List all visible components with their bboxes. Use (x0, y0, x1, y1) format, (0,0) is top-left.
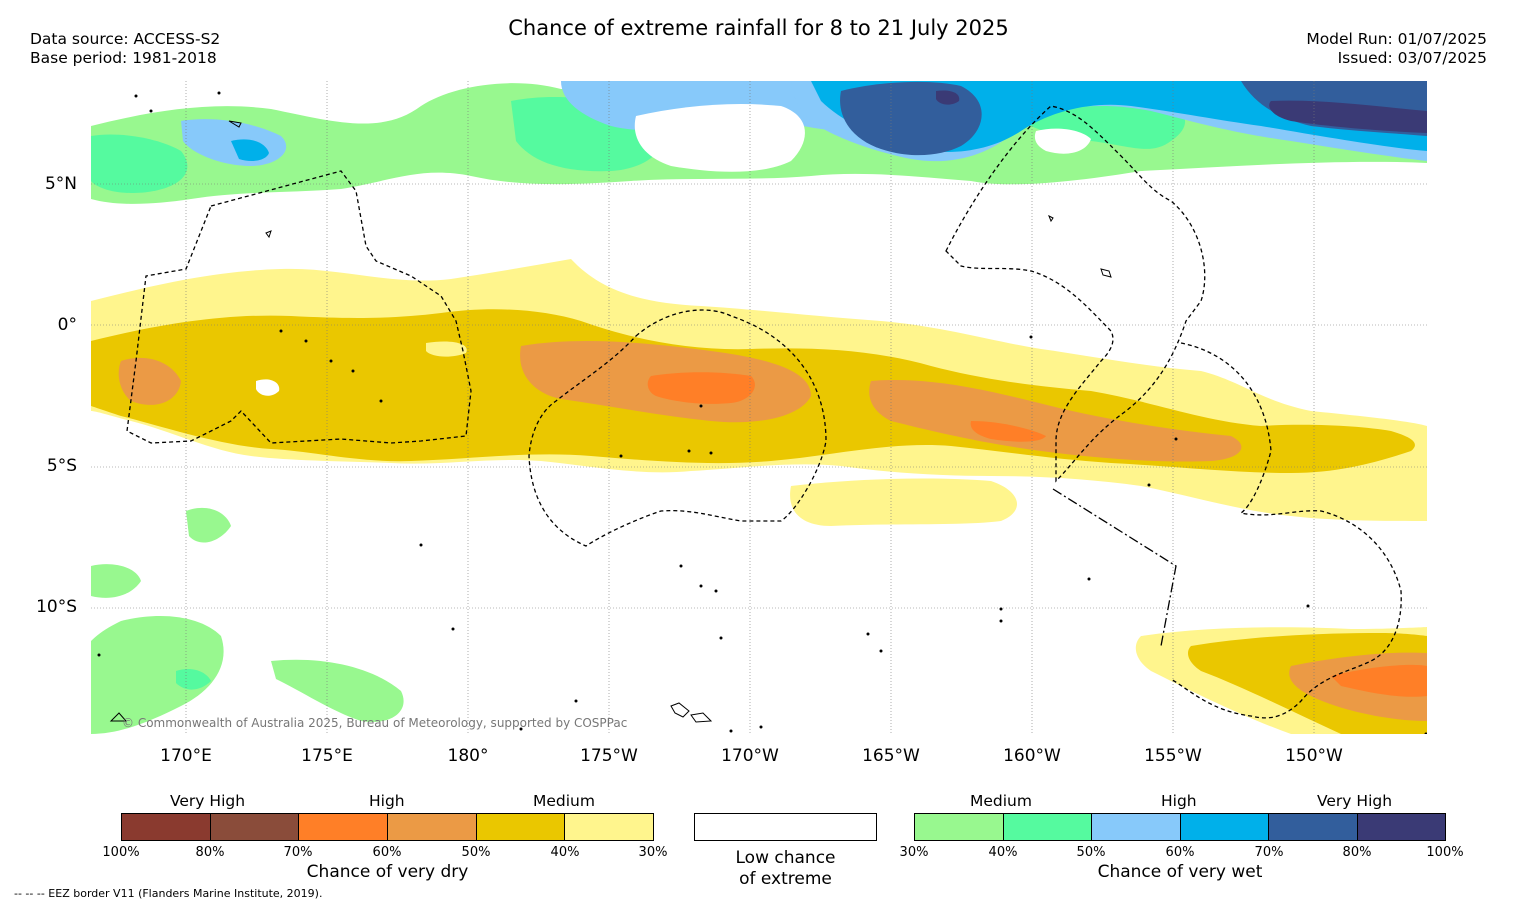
dry-legend-title: Chance of very dry (306, 862, 469, 882)
wet-tick: 60% (1165, 845, 1195, 860)
lon-label-180: 180° (447, 746, 489, 766)
lon-label-165w: 165°W (862, 746, 920, 766)
lon-label-175w: 175°W (580, 746, 638, 766)
dry-category-very-high: Very High (170, 792, 246, 810)
wet-tick: 70% (1254, 845, 1284, 860)
dry-tick: 70% (283, 845, 313, 860)
small-islands (97, 91, 1427, 734)
gridlines (91, 81, 1427, 734)
wet-tick: 40% (988, 845, 1018, 860)
dry-tick: 60% (372, 845, 402, 860)
lat-label-5s: 5°S (46, 456, 77, 476)
dry-tick: 80% (195, 845, 225, 860)
dry-swatch (299, 814, 389, 840)
wet-tick: 100% (1426, 845, 1464, 860)
wet-regions-south (91, 507, 404, 734)
wet-swatch (915, 814, 1004, 840)
dry-regions-equatorial (91, 259, 1427, 734)
base-period-text: Base period: 1981-2018 (30, 49, 217, 67)
dry-swatch (565, 814, 654, 840)
wet-colorbar (914, 813, 1446, 841)
dry-tick: 50% (461, 845, 491, 860)
wet-swatch (1092, 814, 1181, 840)
dry-tick: 100% (102, 845, 140, 860)
dry-swatch (122, 814, 211, 840)
lon-label-155w: 155°W (1144, 746, 1202, 766)
wet-swatch (1180, 814, 1269, 840)
lon-label-175e: 175°E (301, 746, 353, 766)
lon-label-160w: 160°W (1003, 746, 1061, 766)
lat-label-0: 0° (57, 315, 77, 335)
data-source-text: Data source: ACCESS-S2 (30, 30, 221, 48)
map-title: Chance of extreme rainfall for 8 to 21 J… (508, 16, 1009, 40)
dry-swatch (476, 814, 566, 840)
copyright-text: © Commonwealth of Australia 2025, Bureau… (122, 716, 628, 730)
wet-legend-title: Chance of very wet (1097, 862, 1263, 882)
lat-label-5n: 5°N (44, 174, 77, 194)
dry-category-high: High (369, 792, 405, 810)
eez-border-segment (1052, 488, 1177, 647)
wet-tick: 30% (899, 845, 929, 860)
low-chance-title-line1: Low chance (735, 848, 836, 868)
wet-swatch (1357, 814, 1445, 840)
dry-swatch (388, 814, 477, 840)
dry-colorbar (121, 813, 654, 841)
wet-swatch (1269, 814, 1358, 840)
dry-category-medium: Medium (533, 792, 595, 810)
dry-tick: 30% (638, 845, 668, 860)
wet-category-high: High (1161, 792, 1197, 810)
dry-swatch (210, 814, 300, 840)
islands (109, 120, 1112, 723)
eez-borders (126, 105, 1402, 719)
eez-footnote: -- -- -- EEZ border V11 (Flanders Marine… (14, 887, 323, 900)
wet-category-very-high: Very High (1317, 792, 1393, 810)
issued-date-text: Issued: 03/07/2025 (1337, 49, 1487, 67)
lon-label-170w: 170°W (721, 746, 779, 766)
wet-tick: 50% (1076, 845, 1106, 860)
low-chance-swatch (694, 813, 877, 841)
dry-tick: 40% (550, 845, 580, 860)
low-chance-title-line2: of extreme (739, 869, 832, 889)
lon-label-150w: 150°W (1285, 746, 1343, 766)
lat-label-10s: 10°S (36, 597, 77, 617)
wet-category-medium: Medium (970, 792, 1032, 810)
model-run-text: Model Run: 01/07/2025 (1306, 30, 1487, 48)
map-layers (91, 81, 1427, 734)
wet-swatch (1003, 814, 1092, 840)
lon-label-170e: 170°E (160, 746, 212, 766)
wet-tick: 80% (1342, 845, 1372, 860)
rainfall-map (91, 81, 1427, 734)
wet-regions-north (91, 81, 1427, 204)
